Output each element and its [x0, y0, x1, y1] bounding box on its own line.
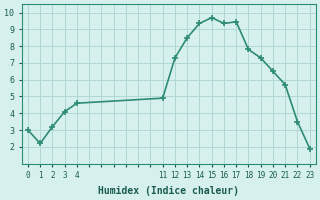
X-axis label: Humidex (Indice chaleur): Humidex (Indice chaleur) [98, 186, 239, 196]
